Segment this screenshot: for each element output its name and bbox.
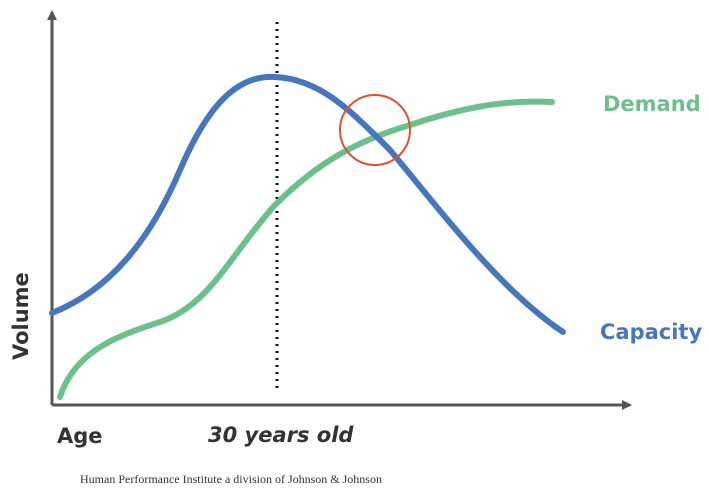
capacity-label: Capacity: [600, 320, 702, 344]
capacity-curve: [49, 73, 566, 335]
demand-curve: [57, 98, 555, 400]
marker-label: 30 years old: [208, 423, 354, 447]
x-axis-label: Age: [57, 424, 103, 448]
demand-label: Demand: [603, 92, 701, 116]
y-axis-label: Volume: [9, 272, 33, 360]
intersection-circle: [339, 94, 411, 166]
source: Human Performance Institute a division o…: [80, 472, 382, 486]
